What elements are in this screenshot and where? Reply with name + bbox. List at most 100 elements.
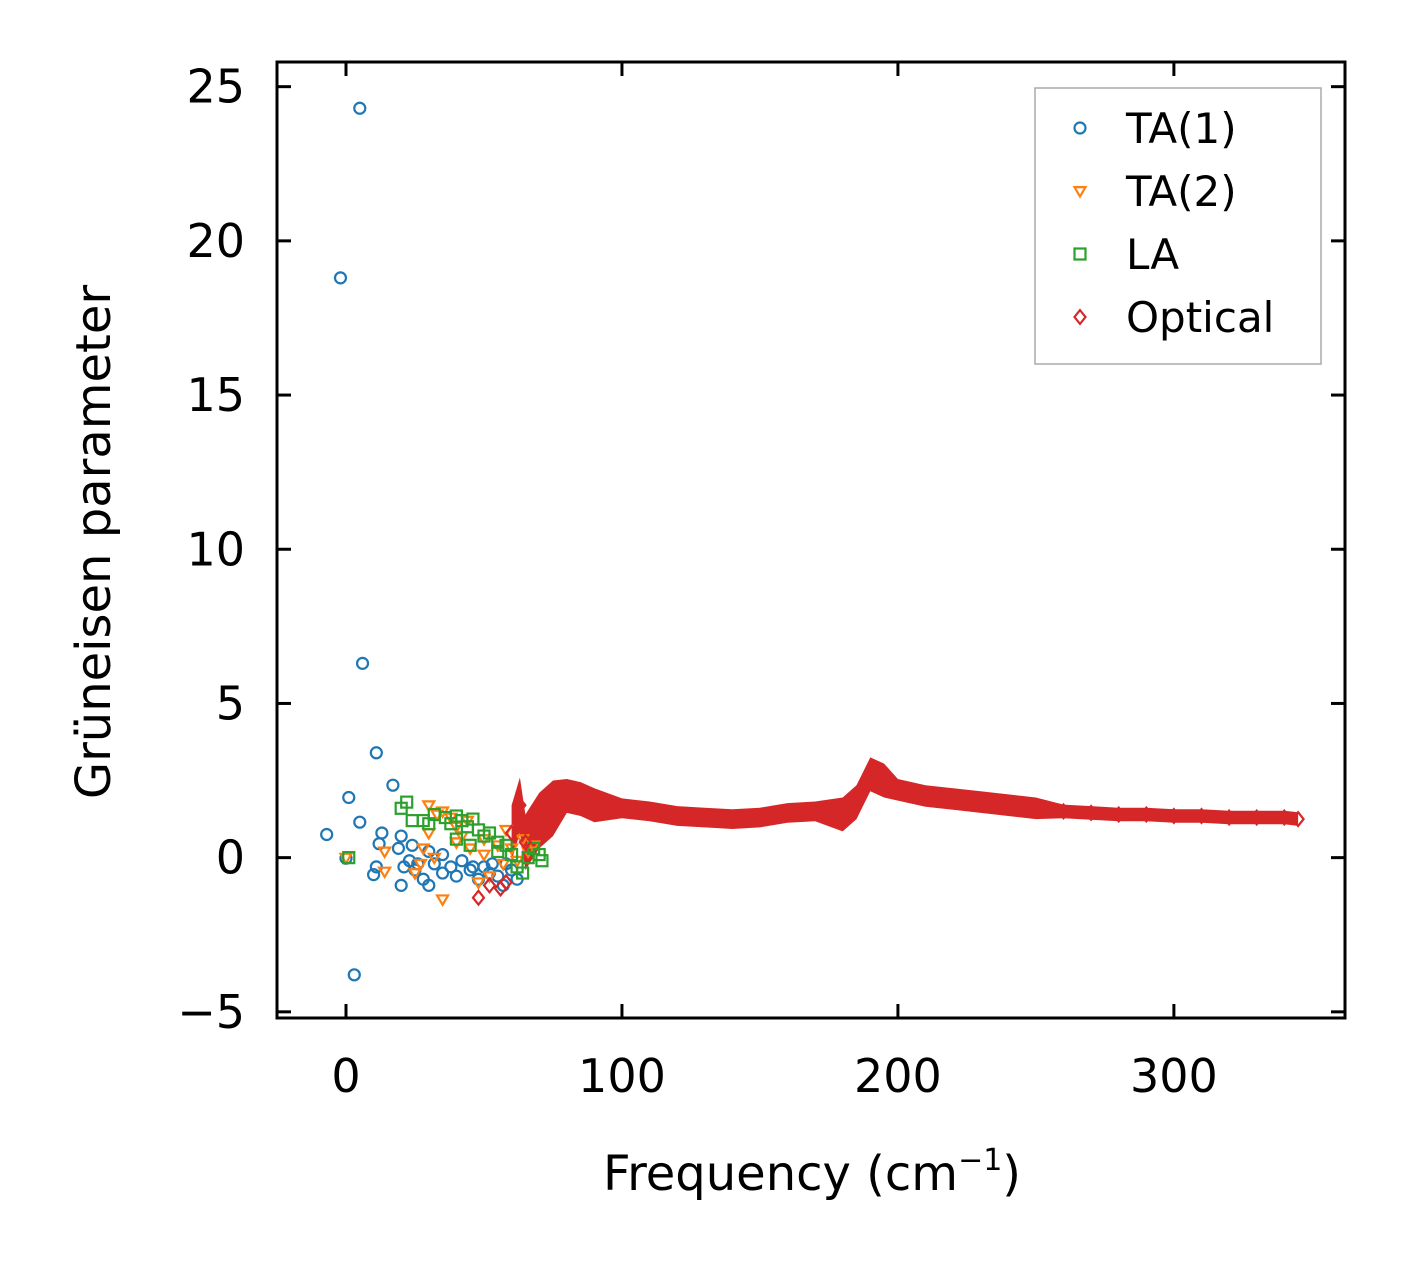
data-point-diamond xyxy=(1277,808,1292,827)
data-point-diamond xyxy=(891,781,905,799)
data-point-diamond xyxy=(512,796,527,814)
data-point-circle xyxy=(422,878,436,892)
data-point-square xyxy=(394,801,408,815)
data-point-circle xyxy=(320,827,334,842)
x-tick-label: 100 xyxy=(578,1049,666,1103)
data-point-diamond xyxy=(1249,808,1264,827)
data-point-diamond xyxy=(559,787,574,805)
data-point-diamond xyxy=(725,810,740,828)
data-point-circle xyxy=(391,841,406,855)
data-point-diamond xyxy=(1029,799,1043,817)
y-tick-label: 0 xyxy=(216,831,245,885)
data-point-diamond xyxy=(780,804,795,822)
data-point-triangle-down xyxy=(377,846,393,860)
data-point-circle xyxy=(369,746,383,760)
data-point-circle xyxy=(455,854,469,868)
legend-label: LA xyxy=(1126,230,1179,279)
data-point-square xyxy=(482,826,497,840)
data-point-triangle-down xyxy=(482,871,497,884)
data-point-diamond xyxy=(587,796,602,814)
data-point-diamond xyxy=(918,787,933,805)
data-point-diamond xyxy=(1291,810,1305,828)
y-tick-label: 25 xyxy=(186,60,245,114)
data-point-diamond xyxy=(546,799,560,817)
data-point-square xyxy=(491,835,505,849)
data-point-circle xyxy=(405,838,419,852)
data-point-triangle-down xyxy=(435,894,451,907)
data-point-triangle-down xyxy=(448,837,464,850)
data-point-diamond xyxy=(849,793,864,811)
x-axis-title: Frequency (cm−1) xyxy=(603,1143,1021,1202)
data-point-triangle-down xyxy=(421,828,437,841)
data-point-square xyxy=(449,832,463,846)
data-point-circle xyxy=(466,860,480,874)
data-point-diamond xyxy=(697,808,712,827)
data-point-square xyxy=(491,844,505,859)
data-point-triangle-down xyxy=(407,868,423,881)
x-tick-label: 300 xyxy=(1130,1049,1218,1103)
data-point-circle xyxy=(394,878,408,892)
data-point-circle xyxy=(333,271,348,285)
y-axis-title: Grüneisen parameter xyxy=(66,285,122,800)
data-point-circle xyxy=(347,968,361,982)
y-tick-label: −5 xyxy=(177,985,245,1039)
data-point-diamond xyxy=(1056,802,1071,821)
data-point-circle xyxy=(463,863,477,877)
data-point-circle xyxy=(342,790,356,805)
data-point-triangle-down xyxy=(415,843,431,857)
data-point-triangle-down xyxy=(377,866,393,880)
y-tick-label: 5 xyxy=(216,676,245,730)
legend-label: TA(1) xyxy=(1125,104,1237,153)
data-point-diamond xyxy=(615,799,629,817)
data-point-diamond xyxy=(946,790,961,808)
data-point-triangle-down xyxy=(515,834,531,847)
data-point-diamond xyxy=(504,824,519,842)
data-point-triangle-down xyxy=(471,877,486,890)
x-tick-labels: 0 100 200 300 xyxy=(331,1049,1217,1103)
data-point-circle xyxy=(449,869,463,883)
data-point-square xyxy=(516,866,530,880)
data-point-diamond xyxy=(482,876,497,895)
data-point-diamond xyxy=(1084,804,1099,822)
data-point-circle xyxy=(435,866,450,880)
data-point-circle xyxy=(444,860,458,874)
legend-marker xyxy=(1072,186,1088,199)
data-point-diamond xyxy=(808,802,823,821)
data-point-triangle-down xyxy=(526,840,542,853)
data-point-diamond xyxy=(863,765,878,784)
data-point-diamond xyxy=(573,790,588,808)
data-point-triangle-down xyxy=(421,800,437,813)
data-point-diamond xyxy=(1111,805,1126,824)
optical-band xyxy=(511,757,1299,870)
x-tick-label: 200 xyxy=(854,1049,942,1103)
legend-label: TA(2) xyxy=(1125,167,1237,216)
data-point-circle xyxy=(394,829,408,843)
data-point-diamond xyxy=(835,805,850,824)
data-point-diamond xyxy=(973,793,988,811)
y-tick-label: 15 xyxy=(186,368,245,422)
data-point-triangle-down xyxy=(495,858,511,872)
data-point-circle xyxy=(353,815,367,829)
data-point-diamond xyxy=(642,802,657,821)
legend: TA(1) TA(2) LA Optical xyxy=(1034,87,1322,365)
data-point-triangle-down xyxy=(413,858,428,872)
data-point-square xyxy=(504,847,519,862)
data-point-diamond xyxy=(1139,805,1154,824)
data-point-diamond xyxy=(1222,808,1237,827)
data-point-diamond xyxy=(532,811,547,830)
data-point-diamond xyxy=(518,833,533,851)
data-point-triangle-down xyxy=(426,852,442,866)
plot-frame xyxy=(275,60,1347,1020)
y-tick-label: 20 xyxy=(186,214,245,268)
legend-marker xyxy=(1073,247,1087,261)
data-point-square xyxy=(405,814,419,828)
data-point-triangle-down xyxy=(476,849,492,863)
legend-marker xyxy=(1073,121,1087,135)
data-point-circle xyxy=(485,857,499,871)
legend-label: Optical xyxy=(1126,293,1274,342)
data-point-diamond xyxy=(1001,796,1016,814)
axis-ticks xyxy=(277,62,1345,1018)
data-point-circle xyxy=(375,826,389,840)
legend-marker xyxy=(1073,308,1087,326)
data-point-diamond xyxy=(877,771,892,790)
